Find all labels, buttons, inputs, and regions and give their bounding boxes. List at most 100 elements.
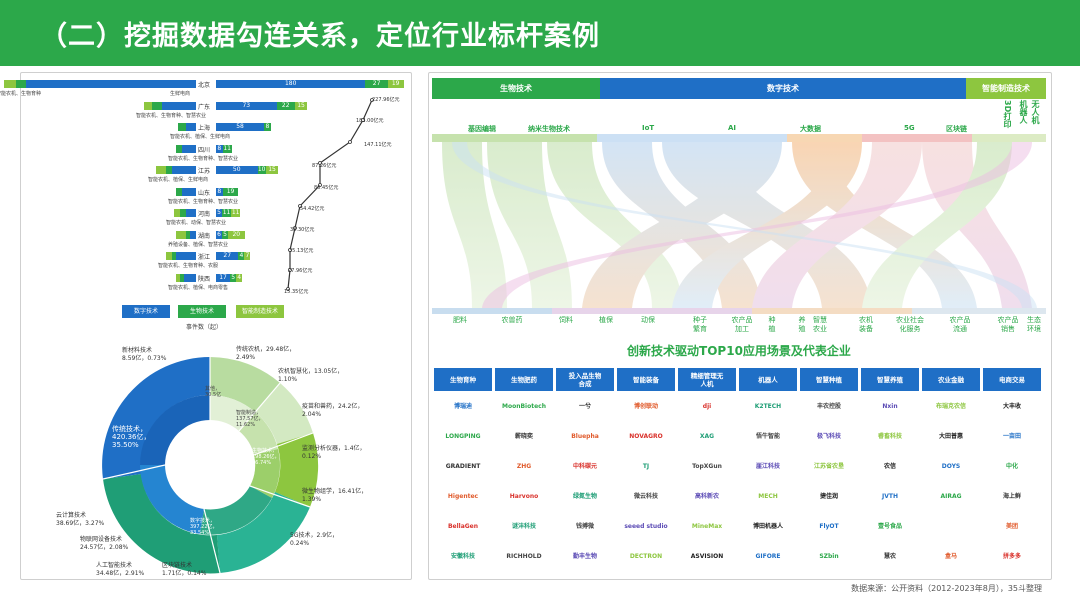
- sankey-bottom-label: 农机 装备: [859, 316, 873, 333]
- sankey-top-label: IoT: [642, 124, 655, 132]
- sankey-diagram: [432, 134, 1046, 314]
- bar-segment: 17: [216, 273, 231, 282]
- sankey-bottom-label: 饲料: [559, 316, 573, 324]
- investment-line: [286, 98, 374, 291]
- province-label: 河南: [198, 211, 211, 218]
- company-logo: 博田机器人: [752, 523, 783, 530]
- company-logo: ASVISION: [690, 553, 724, 560]
- company-logo: 慧农: [883, 553, 896, 560]
- company-logo: 江苏省农垦: [813, 463, 844, 470]
- province-label: 湖南: [198, 232, 211, 240]
- left-bar-seg: [182, 144, 196, 153]
- donut-outer-label: 微生物组学，16.41亿， 1.39%: [302, 488, 368, 503]
- left-bar-seg: [176, 273, 180, 282]
- left-bar-seg: [184, 273, 196, 282]
- page-title: （二）挖掘数据勾连关系，定位行业标杆案例: [40, 21, 600, 52]
- left-bar-label: 智能农机、生物育种、智慧农业: [136, 112, 207, 119]
- sankey-bottom-label: 种子 繁育: [693, 316, 707, 333]
- sankey-top-label: AI: [728, 124, 737, 132]
- company-logo: 中科碳元: [572, 463, 597, 470]
- left-bar-seg: [186, 209, 196, 217]
- donut-outer-label: 传统农机，29.48亿， 2.49%: [236, 346, 296, 361]
- left-bar-seg: [166, 166, 172, 174]
- line-value-label: 15.35亿元: [284, 289, 309, 295]
- sankey-bottom-label: 农产品 加工: [731, 316, 753, 333]
- left-bar-seg: [172, 166, 196, 174]
- company-logo: MECH: [758, 493, 778, 500]
- company-logo: [922, 518, 980, 535]
- bar-segment: 8: [216, 144, 223, 153]
- line-value-label: 86.45亿元: [314, 185, 339, 191]
- line-value-label: 54.42亿元: [300, 206, 325, 212]
- company-logo: 丰农控股: [816, 403, 841, 410]
- company-logo: 崖江科技: [755, 463, 780, 470]
- top10-title: 创新技术驱动TOP10应用场景及代表企业: [627, 344, 851, 358]
- company-logo: 大丰收: [1002, 403, 1021, 410]
- company-logo: 极飞科技: [816, 433, 841, 440]
- top10-column-header: 生物育种: [434, 368, 492, 391]
- company-logo: 中化: [1005, 463, 1018, 470]
- company-logo: Higentec: [447, 493, 479, 500]
- bar-segment: 8: [216, 187, 223, 196]
- legend-digital: 数字技术: [122, 305, 170, 318]
- bar-segment: 6: [216, 230, 222, 239]
- left-bar-seg: [186, 123, 196, 131]
- bar-segment: 5: [216, 209, 222, 217]
- left-bar-seg: [186, 230, 190, 239]
- top10-column-header: 农业金融: [922, 368, 980, 391]
- left-bar-seg: [176, 230, 186, 239]
- left-bar-label: 智能农机、生物育种、智慧农业: [168, 198, 239, 205]
- sankey-top-label: 3D打印: [1003, 100, 1012, 129]
- bar-segment: 50: [216, 166, 258, 174]
- left-bar-seg: [176, 187, 182, 196]
- left-bar-label: 智能农机、生物育种: [0, 91, 42, 97]
- company-logo: NOVAGRO: [629, 433, 663, 440]
- donut-inner-smart: 智能制造， 137.57亿， 11.62%: [236, 410, 264, 428]
- bar-segment: 8: [264, 123, 271, 131]
- company-logo: 微云科技: [633, 493, 658, 500]
- company-logo: 悟牛智能: [755, 433, 780, 440]
- sankey-top-label: 无人机: [1031, 100, 1040, 124]
- bar-segment: 4: [236, 273, 243, 282]
- donut-outer-label: 人工智能技术 34.48亿，2.91%: [96, 562, 145, 577]
- company-logo: Bluepha: [571, 433, 599, 440]
- bar-segment: 15: [294, 101, 308, 110]
- left-bar-seg: [4, 80, 16, 88]
- axis-label: 事件数（起）: [186, 324, 223, 331]
- sankey-top-label: 机器人: [1019, 100, 1028, 124]
- company-logo: 壹号食品: [877, 523, 902, 530]
- company-logo: 睿畜科技: [877, 433, 902, 440]
- bar-segment: 5: [230, 273, 237, 282]
- top10-column-header: 智能装备: [617, 368, 675, 391]
- company-logo: DOYS: [941, 463, 961, 470]
- company-logo: GRADIENT: [445, 463, 481, 470]
- header-smart: 智能制造技术: [966, 78, 1046, 99]
- sankey-top-label: 纳米生物技术: [528, 125, 570, 133]
- bar-segment: 7: [244, 252, 251, 260]
- company-logo: 布瑞克农信: [935, 403, 966, 410]
- line-value-label: 183.00亿元: [356, 118, 384, 124]
- legend-bio: 生物技术: [178, 305, 226, 318]
- company-logo: LONGPING: [445, 433, 481, 440]
- company-logo: seeed studio: [624, 523, 668, 530]
- bar-segment: 180: [216, 80, 366, 88]
- company-logo: ZHG: [516, 463, 532, 470]
- sankey-bottom-label: 农产品 销售: [997, 316, 1019, 333]
- company-logo: DECTRON: [629, 553, 663, 560]
- bar-segment: 73: [216, 101, 277, 110]
- left-bar-seg: [178, 123, 186, 131]
- line-value-label: 87.26亿元: [312, 163, 337, 169]
- province-label: 北京: [198, 82, 211, 89]
- province-label: 广东: [198, 103, 211, 111]
- company-logo: TopXGun: [692, 463, 722, 470]
- company-logo: K2TECH: [754, 403, 782, 410]
- donut-inner-digital: 数字技术， 397.22亿， 33.54%: [190, 518, 218, 536]
- left-bar-seg: [180, 273, 184, 282]
- bar-segment: 4: [238, 252, 245, 260]
- line-value-label: 38.30亿元: [290, 227, 315, 233]
- sankey-bottom-label: 植保: [599, 316, 613, 324]
- company-logo: 农信: [883, 463, 896, 470]
- company-logo: 博创联动: [633, 403, 658, 410]
- bar-segment: 20: [228, 230, 245, 239]
- donut-outer-label: 区块链技术 1.71亿，0.14%: [162, 562, 207, 577]
